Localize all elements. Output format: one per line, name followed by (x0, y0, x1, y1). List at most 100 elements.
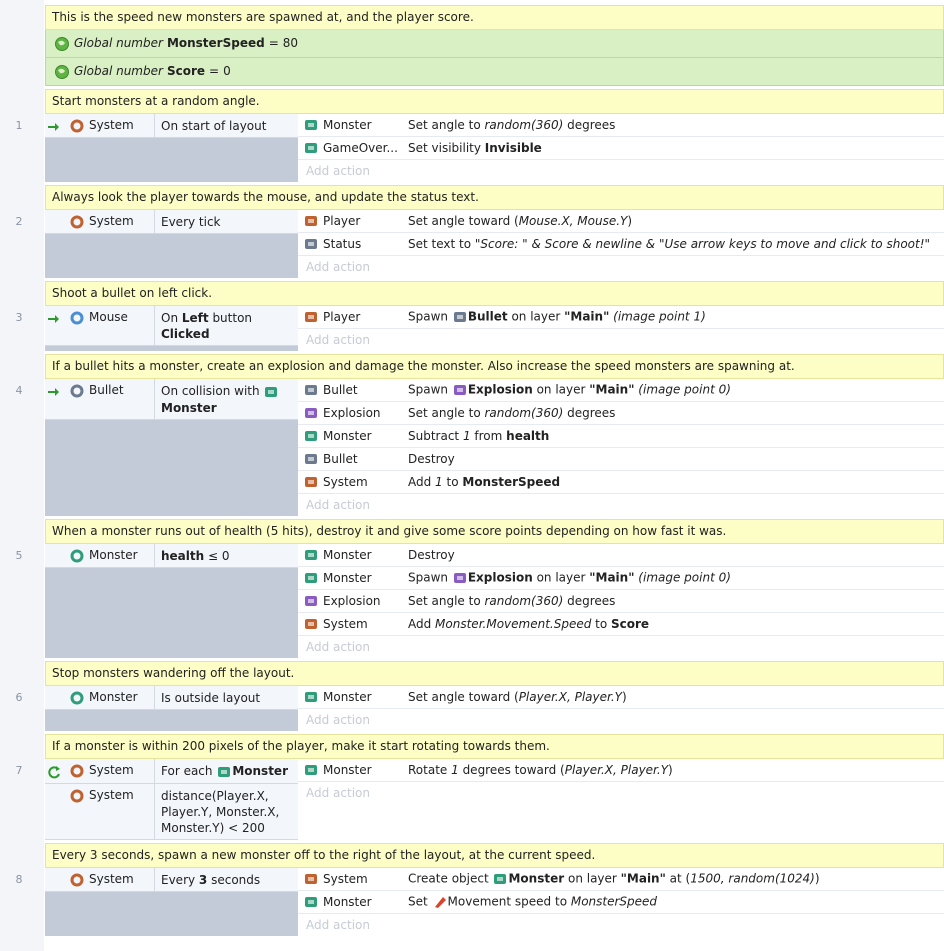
action[interactable]: System Create object Monster on layer "Ma… (298, 868, 944, 891)
condition-text: For each Monster (155, 759, 298, 783)
add-action[interactable]: Add action (306, 713, 370, 727)
action-text: Set Movement speed to MonsterSpeed (402, 894, 944, 910)
condition-text: On start of layout (155, 114, 298, 137)
text: ) (621, 690, 627, 704)
add-action[interactable]: Add action (306, 917, 370, 932)
action-object: Explosion (298, 593, 402, 609)
italic-text: "Score: " & Score & newline & "Use arrow… (474, 237, 931, 251)
actions: Monster Rotate 1 degrees toward (Player.X… (298, 759, 944, 840)
text: button (208, 311, 256, 325)
add-action[interactable]: Add action (306, 164, 370, 178)
actions: Monster Set angle toward (Player.X, Playe… (298, 686, 944, 731)
conditions: Monster Is outside layout (45, 686, 298, 731)
action-object: Monster (298, 689, 402, 705)
text: Set (408, 894, 432, 908)
condition-object: Monster (63, 544, 155, 567)
action[interactable]: System Add Monster.Movement.Speed to Scor… (298, 613, 944, 636)
action-text: Add 1 to MonsterSpeed (402, 475, 944, 489)
action[interactable]: Player Set angle toward (Mouse.X, Mouse.Y… (298, 210, 944, 233)
action[interactable]: Monster Spawn Explosion on layer "Main" (… (298, 567, 944, 590)
object-name: Explosion (323, 594, 381, 608)
comment: Start monsters at a random angle. (45, 89, 944, 114)
action[interactable]: Player Spawn Bullet on layer "Main" (imag… (298, 306, 944, 329)
object-name: System (89, 787, 134, 802)
object-icon (305, 239, 317, 249)
bold-text: "Main" (620, 871, 666, 885)
object-icon (218, 766, 231, 777)
italic-text: 1 (462, 429, 471, 443)
object-icon (305, 454, 317, 464)
action[interactable]: Bullet Destroy (298, 448, 944, 471)
action-object: GameOver... (298, 140, 402, 156)
event-block: Bullet On collision with Monster Bullet Spa… (45, 379, 944, 516)
action[interactable]: Explosion Set angle to random(360) degree… (298, 590, 944, 613)
action-text: Add Monster.Movement.Speed to Score (402, 617, 944, 631)
conditions: System Every 3 seconds (45, 867, 298, 936)
object-icon (305, 550, 317, 560)
object-icon (305, 312, 317, 322)
action-text: Rotate 1 degrees toward (Player.X, Playe… (402, 763, 944, 777)
global-variable[interactable]: Global number Score = 0 (45, 58, 944, 86)
condition[interactable]: Monster health ≤ 0 (45, 544, 298, 568)
action[interactable]: Monster Set angle to random(360) degrees (298, 114, 944, 137)
object-ref: Monster (161, 400, 217, 415)
condition[interactable]: System Every 3 seconds (45, 867, 298, 892)
action[interactable]: Status Set text to "Score: " & Score & ne… (298, 233, 944, 256)
text: on layer (532, 382, 590, 397)
bold-text: "Main" (564, 309, 610, 324)
action[interactable]: Monster Rotate 1 degrees toward (Player.X… (298, 759, 944, 782)
object-ref: Explosion (467, 382, 533, 397)
action-object: Monster (298, 570, 402, 586)
condition-marker (45, 210, 63, 233)
event-block: Monster Is outside layout Monster Set angle… (45, 686, 944, 731)
actions: Player Set angle toward (Mouse.X, Mouse.Y… (298, 210, 944, 278)
event-block: System Every 3 seconds System Create object… (45, 867, 944, 936)
text: Rotate (408, 763, 452, 777)
condition[interactable]: System On start of layout (45, 114, 298, 138)
object-name: Player (323, 214, 361, 228)
actions: Player Spawn Bullet on layer "Main" (imag… (298, 306, 944, 351)
action[interactable]: Monster Set angle toward (Player.X, Playe… (298, 686, 944, 709)
object-icon (305, 143, 317, 153)
add-action[interactable]: Add action (306, 333, 370, 347)
add-action[interactable]: Add action (306, 640, 370, 654)
add-action[interactable]: Add action (306, 498, 370, 512)
object-icon (305, 596, 317, 606)
action[interactable]: Monster Set Movement speed to MonsterSpee… (298, 891, 944, 914)
action-object: System (298, 474, 402, 490)
action[interactable]: Explosion Set angle to random(360) degree… (298, 402, 944, 425)
condition[interactable]: System Every tick (45, 210, 298, 234)
bold-text: Invisible (484, 141, 542, 155)
action[interactable]: Monster Subtract 1 from health (298, 425, 944, 448)
condition[interactable]: Mouse On Left button Clicked (45, 306, 298, 346)
add-action[interactable]: Add action (306, 260, 370, 274)
text: ) (627, 214, 633, 228)
italic-text: MonsterSpeed (570, 894, 658, 908)
object-icon (305, 385, 317, 395)
bold-text: health (506, 429, 550, 443)
conditions: Monster health ≤ 0 (45, 544, 298, 658)
section: Shoot a bullet on left click. Mouse On Lef… (16, 281, 944, 351)
condition-marker (45, 759, 63, 783)
action[interactable]: Monster Destroy (298, 544, 944, 567)
action[interactable]: Bullet Spawn Explosion on layer "Main" (i… (298, 379, 944, 402)
object-name: GameOver... (323, 141, 398, 155)
bold-text: health (161, 549, 205, 563)
object-name: Monster (323, 429, 372, 443)
trigger-arrow (48, 315, 59, 323)
object-icon (305, 765, 317, 775)
variable-op: = (268, 36, 279, 50)
condition[interactable]: System distance(Player.X, Player.Y, Monst… (45, 783, 298, 840)
global-variable[interactable]: Global number MonsterSpeed = 80 (45, 30, 944, 58)
action-text: Create object Monster on layer "Main" at… (402, 871, 944, 887)
text: ≤ 0 (204, 549, 230, 563)
condition-object: Monster (63, 686, 155, 709)
condition[interactable]: Monster Is outside layout (45, 686, 298, 710)
condition[interactable]: Bullet On collision with Monster (45, 379, 298, 420)
action[interactable]: GameOver... Set visibility Invisible (298, 137, 944, 160)
action[interactable]: System Add 1 to MonsterSpeed (298, 471, 944, 494)
object-icon (305, 216, 317, 226)
italic-text: Player.X, Player.Y (518, 690, 622, 704)
condition[interactable]: System For each Monster (45, 759, 298, 784)
add-action[interactable]: Add action (306, 786, 370, 800)
